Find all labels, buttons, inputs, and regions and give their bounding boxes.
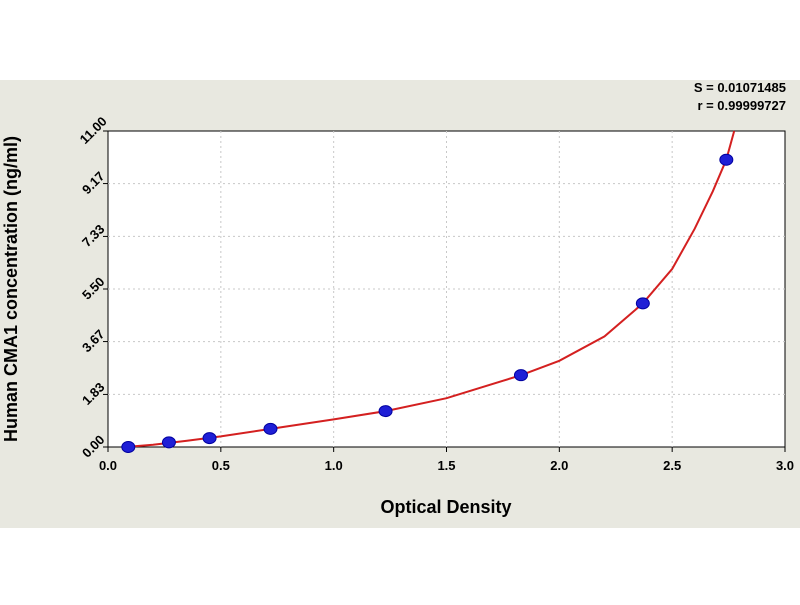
x-tick-label: 2.0 (550, 458, 568, 473)
plot-area (107, 130, 786, 448)
data-point (719, 153, 734, 166)
data-points (121, 153, 734, 453)
data-point (513, 369, 528, 382)
data-point (635, 297, 650, 310)
x-tick-label: 1.5 (437, 458, 455, 473)
y-axis-label: Human CMA1 concentration (ng/ml) (1, 136, 21, 442)
x-axis-ticks: 0.0 0.5 1.0 1.5 2.0 2.5 3.0 (99, 447, 794, 473)
stat-r-label: r = 0.99999727 (697, 98, 786, 113)
x-tick-label: 2.5 (663, 458, 681, 473)
data-point (263, 422, 278, 435)
data-point (202, 432, 217, 445)
x-tick-label: 0.5 (212, 458, 230, 473)
data-point (121, 441, 136, 453)
x-axis-label: Optical Density (380, 497, 511, 517)
x-tick-label: 0.0 (99, 458, 117, 473)
stat-s-label: S = 0.01071485 (694, 80, 786, 95)
x-tick-label: 1.0 (325, 458, 343, 473)
x-tick-label: 3.0 (776, 458, 794, 473)
data-point (161, 436, 176, 449)
data-point (378, 405, 393, 418)
